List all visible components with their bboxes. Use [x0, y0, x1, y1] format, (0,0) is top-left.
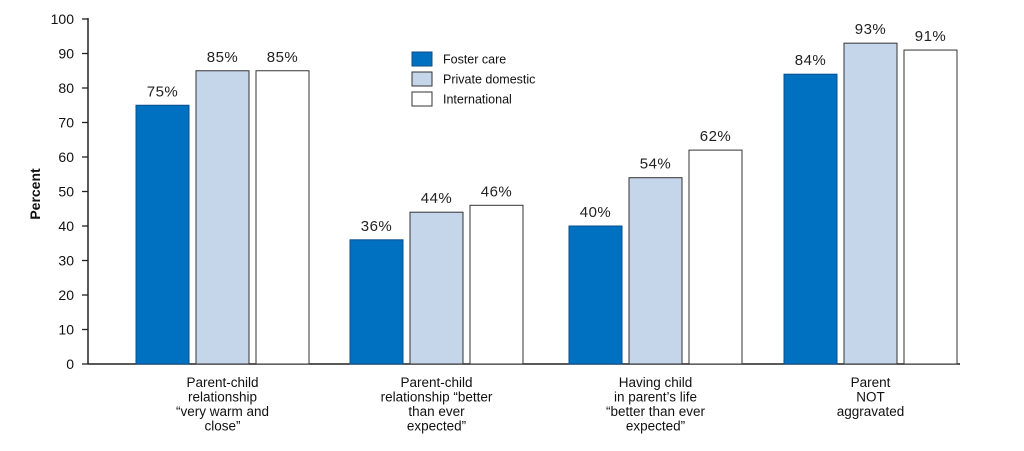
- bar: [843, 42, 898, 365]
- bar: [135, 104, 190, 365]
- bar-value-label: 40%: [580, 204, 612, 221]
- bar: [568, 225, 623, 365]
- y-tick-label: 90: [58, 46, 74, 62]
- legend-label: International: [443, 93, 512, 107]
- bar: [195, 70, 250, 365]
- category-labels: Parent-child relationship “very warm and cl…: [176, 375, 904, 434]
- legend: Foster care Private domestic International: [411, 51, 535, 107]
- category-label: Having child in parent’s life “better than…: [606, 375, 706, 434]
- bar-value-label: 62%: [700, 128, 732, 145]
- bar-value-label: 84%: [795, 52, 827, 69]
- legend-swatch: [411, 91, 433, 107]
- category-label: Parent NOT aggravated: [837, 375, 905, 419]
- bar: [688, 149, 743, 365]
- bar: [349, 239, 404, 365]
- y-tick-label: 10: [58, 322, 74, 338]
- bar-value-label: 85%: [207, 49, 239, 66]
- y-axis-title: Percent: [27, 168, 43, 220]
- bar: [255, 70, 310, 365]
- y-tick-label: 60: [58, 149, 74, 165]
- y-tick-label: 20: [58, 287, 74, 303]
- bars: [135, 42, 958, 365]
- category-label: Parent-child relationship “very warm and cl…: [176, 375, 269, 434]
- y-tick-label: 100: [51, 11, 75, 27]
- bar-value-label: 85%: [267, 49, 299, 66]
- axes: 0 10 20 30 40 50 60 70 80 90 100 Percent: [27, 11, 960, 372]
- bar-value-label: 54%: [640, 156, 672, 173]
- legend-swatch: [411, 71, 433, 87]
- y-tick-label: 50: [58, 184, 74, 200]
- bar: [628, 177, 683, 365]
- legend-label: Private domestic: [443, 73, 535, 87]
- bar-value-label: 91%: [915, 28, 947, 45]
- y-tick-label: 0: [66, 356, 74, 372]
- y-tick-label: 40: [58, 218, 74, 234]
- bar-value-label: 36%: [361, 218, 393, 235]
- y-tick-label: 30: [58, 253, 74, 269]
- value-labels: 75% 36% 40% 84% 85% 44% 54% 93% 85% 46% 62% 91%: [147, 21, 947, 235]
- bar: [469, 204, 524, 365]
- y-tick-label: 70: [58, 115, 74, 131]
- bar-value-label: 93%: [855, 21, 887, 38]
- legend-swatch: [411, 51, 433, 67]
- bar-value-label: 75%: [147, 83, 179, 100]
- bar-value-label: 46%: [481, 183, 513, 200]
- category-label: Parent-child relationship “better than eve…: [381, 375, 493, 434]
- bar-value-label: 44%: [421, 190, 453, 207]
- bar: [783, 73, 838, 365]
- legend-label: Foster care: [443, 53, 506, 67]
- bar: [409, 211, 464, 365]
- bar: [903, 49, 958, 365]
- y-tick-label: 80: [58, 80, 74, 96]
